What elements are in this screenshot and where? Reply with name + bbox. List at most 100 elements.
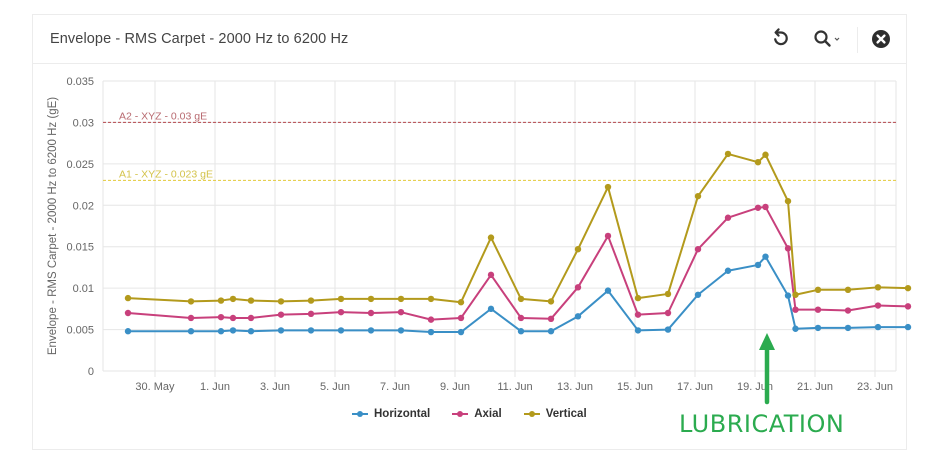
data-point[interactable] — [217, 297, 225, 304]
y-tick-label: 0.005 — [66, 325, 94, 337]
data-point[interactable] — [762, 203, 769, 211]
data-point[interactable] — [762, 151, 769, 158]
data-point[interactable] — [792, 291, 799, 298]
y-tick-label: 0 — [88, 366, 94, 378]
data-point[interactable] — [784, 245, 792, 252]
reset-zoom-button[interactable] — [768, 27, 792, 51]
close-button[interactable] — [869, 27, 893, 51]
data-point[interactable] — [307, 297, 315, 304]
data-point[interactable] — [814, 286, 822, 293]
data-point[interactable] — [367, 309, 375, 317]
data-point[interactable] — [754, 261, 762, 269]
data-point[interactable] — [487, 234, 495, 241]
data-point[interactable] — [517, 295, 525, 303]
data-point[interactable] — [247, 314, 255, 322]
data-point[interactable] — [457, 314, 465, 322]
data-point[interactable] — [217, 313, 225, 321]
data-point[interactable] — [724, 214, 732, 221]
data-point[interactable] — [307, 327, 315, 334]
data-point[interactable] — [427, 328, 435, 336]
data-point[interactable] — [904, 303, 912, 310]
data-point[interactable] — [124, 309, 132, 317]
data-point[interactable] — [814, 324, 822, 332]
data-point[interactable] — [634, 294, 642, 302]
data-point[interactable] — [844, 307, 852, 314]
data-point[interactable] — [187, 314, 195, 322]
data-point[interactable] — [604, 287, 612, 294]
data-point[interactable] — [664, 326, 672, 333]
data-point[interactable] — [874, 302, 882, 309]
data-point[interactable] — [604, 183, 612, 191]
data-point[interactable] — [517, 328, 525, 335]
data-point[interactable] — [457, 328, 465, 336]
data-point[interactable] — [724, 150, 732, 158]
data-point[interactable] — [229, 314, 237, 322]
data-point[interactable] — [664, 290, 672, 298]
data-point[interactable] — [574, 284, 582, 291]
legend-item-horizontal[interactable]: Horizontal — [352, 408, 430, 420]
x-tick-label: 30. May — [135, 381, 175, 393]
legend-item-vertical[interactable]: Vertical — [523, 408, 587, 420]
x-tick-label: 5. Jun — [320, 381, 350, 393]
data-point[interactable] — [844, 324, 852, 332]
data-point[interactable] — [229, 327, 237, 334]
data-point[interactable] — [337, 295, 345, 303]
data-point[interactable] — [457, 299, 465, 306]
data-point[interactable] — [874, 323, 882, 331]
data-point[interactable] — [337, 308, 345, 316]
data-point[interactable] — [814, 306, 822, 313]
data-point[interactable] — [427, 295, 435, 303]
data-point[interactable] — [124, 294, 132, 302]
data-point[interactable] — [664, 309, 672, 317]
legend-item-axial[interactable]: Axial — [452, 408, 502, 420]
data-point[interactable] — [277, 298, 285, 305]
series-line-axial[interactable] — [127, 205, 909, 321]
data-point[interactable] — [547, 298, 555, 305]
data-point[interactable] — [487, 305, 495, 313]
data-point[interactable] — [694, 246, 702, 253]
data-point[interactable] — [547, 328, 555, 335]
data-point[interactable] — [784, 197, 792, 205]
data-point[interactable] — [784, 292, 792, 299]
data-point[interactable] — [277, 327, 285, 334]
zoom-dropdown-button[interactable] — [811, 27, 847, 51]
data-point[interactable] — [904, 323, 912, 331]
data-point[interactable] — [694, 291, 702, 298]
y-tick-label: 0.02 — [73, 200, 94, 212]
data-point[interactable] — [487, 271, 495, 279]
data-point[interactable] — [337, 327, 345, 334]
data-point[interactable] — [367, 327, 375, 334]
data-point[interactable] — [547, 315, 555, 322]
data-point[interactable] — [574, 246, 582, 253]
data-point[interactable] — [397, 308, 405, 316]
data-point[interactable] — [604, 232, 612, 240]
data-point[interactable] — [792, 325, 799, 332]
data-point[interactable] — [904, 284, 912, 292]
data-point[interactable] — [187, 298, 195, 305]
data-point[interactable] — [634, 311, 642, 318]
data-point[interactable] — [247, 297, 255, 304]
data-point[interactable] — [574, 313, 582, 320]
data-point[interactable] — [367, 295, 375, 303]
data-point[interactable] — [247, 328, 255, 335]
data-point[interactable] — [187, 328, 195, 335]
data-point[interactable] — [874, 284, 882, 291]
data-point[interactable] — [277, 311, 285, 318]
data-point[interactable] — [754, 204, 762, 211]
data-point[interactable] — [427, 316, 435, 323]
data-point[interactable] — [694, 192, 702, 200]
data-point[interactable] — [229, 295, 237, 303]
data-point[interactable] — [754, 159, 762, 166]
data-point[interactable] — [634, 327, 642, 334]
data-point[interactable] — [844, 286, 852, 293]
data-point[interactable] — [517, 314, 525, 322]
data-point[interactable] — [397, 327, 405, 334]
data-point[interactable] — [397, 295, 405, 303]
data-point[interactable] — [124, 328, 132, 335]
data-point[interactable] — [762, 253, 769, 260]
data-point[interactable] — [217, 328, 225, 335]
data-point[interactable] — [792, 306, 799, 313]
data-point[interactable] — [724, 267, 732, 274]
data-point[interactable] — [307, 310, 315, 318]
